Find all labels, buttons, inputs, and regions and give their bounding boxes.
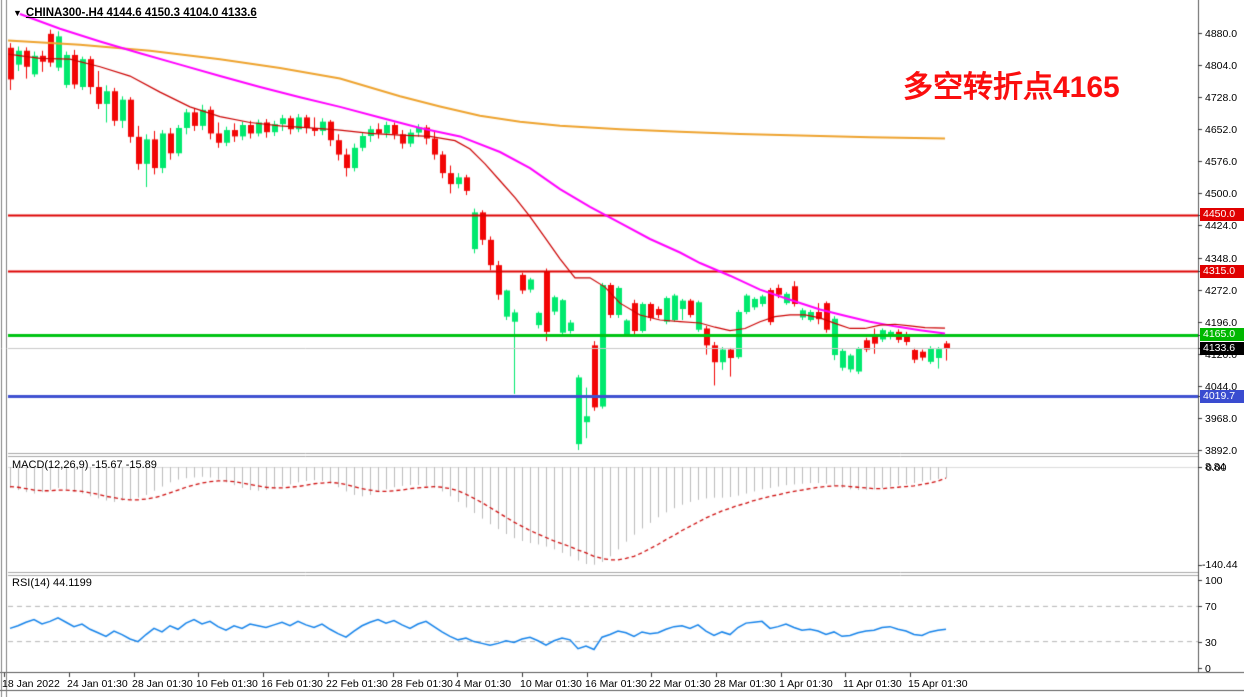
rsi-axis-label: 70 — [1205, 601, 1217, 614]
price-tick-label: 4272.0 — [1205, 284, 1238, 297]
price-tick-label: 4804.0 — [1205, 60, 1238, 73]
rsi-axis-label: 30 — [1205, 636, 1217, 649]
macd-label: MACD(12,26,9) -15.67 -15.89 — [12, 459, 157, 471]
price-tick-label: 4576.0 — [1205, 156, 1238, 169]
price-tick-label: 4424.0 — [1205, 220, 1238, 233]
time-tick-label: 15 Apr 01:30 — [908, 678, 968, 690]
price-badge-4315.0: 4315.0 — [1200, 264, 1244, 278]
price-tick-label: 3892.0 — [1205, 445, 1238, 458]
rsi-axis-label: 100 — [1205, 575, 1223, 587]
macd-axis-label: 8.84 — [1205, 461, 1226, 473]
price-badge-4165.0: 4165.0 — [1200, 328, 1244, 342]
price-tick-label: 4348.0 — [1205, 252, 1238, 265]
price-tick-label: 4880.0 — [1205, 28, 1238, 40]
time-tick-label: 10 Mar 01:30 — [520, 678, 582, 690]
symbol-period-label: CHINA300-.H4 — [25, 7, 104, 19]
macd-axis-label: 0.00 — [1206, 462, 1227, 474]
time-tick-label: 28 Mar 01:30 — [714, 678, 776, 690]
time-tick-label: 16 Feb 01:30 — [261, 678, 323, 690]
time-tick-label: 24 Jan 01:30 — [67, 678, 128, 690]
macd-axis-label: -140.44 — [1202, 559, 1238, 572]
price-tick-label: 4652.0 — [1205, 124, 1238, 137]
chart-menu-button[interactable]: ▼ — [13, 8, 22, 18]
price-badge-4450.0: 4450.0 — [1200, 208, 1244, 221]
chart-title: ▼ CHINA300-.H4 4144.6 4150.3 4104.0 4133.… — [13, 7, 257, 19]
current-price-badge: 4133.6 — [1200, 341, 1244, 355]
time-tick-label: 16 Mar 01:30 — [585, 678, 647, 690]
time-tick-label: 4 Mar 01:30 — [455, 678, 512, 690]
price-tick-label: 3968.0 — [1205, 412, 1238, 425]
time-tick-label: 28 Jan 01:30 — [132, 678, 193, 690]
rsi-axis-label: 0 — [1205, 663, 1211, 675]
time-tick-label: 18 Jan 2022 — [2, 678, 60, 690]
price-tick-label: 4728.0 — [1205, 92, 1238, 105]
time-tick-label: 11 Apr 01:30 — [843, 678, 902, 690]
ohlc-readout: 4144.6 4150.3 4104.0 4133.6 — [106, 7, 257, 19]
price-tick-label: 4196.0 — [1205, 316, 1238, 329]
time-tick-label: 22 Mar 01:30 — [649, 678, 711, 690]
trend-annotation[interactable]: 多空转折点4165 — [903, 71, 1120, 104]
time-tick-label: 10 Feb 01:30 — [196, 678, 258, 690]
price-tick-label: 4500.0 — [1205, 188, 1238, 201]
time-tick-label: 1 Apr 01:30 — [779, 678, 833, 690]
price-badge-4019.7: 4019.7 — [1200, 389, 1244, 403]
time-tick-label: 22 Feb 01:30 — [326, 678, 388, 690]
time-tick-label: 28 Feb 01:30 — [391, 678, 453, 690]
rsi-label: RSI(14) 44.1199 — [12, 577, 92, 589]
